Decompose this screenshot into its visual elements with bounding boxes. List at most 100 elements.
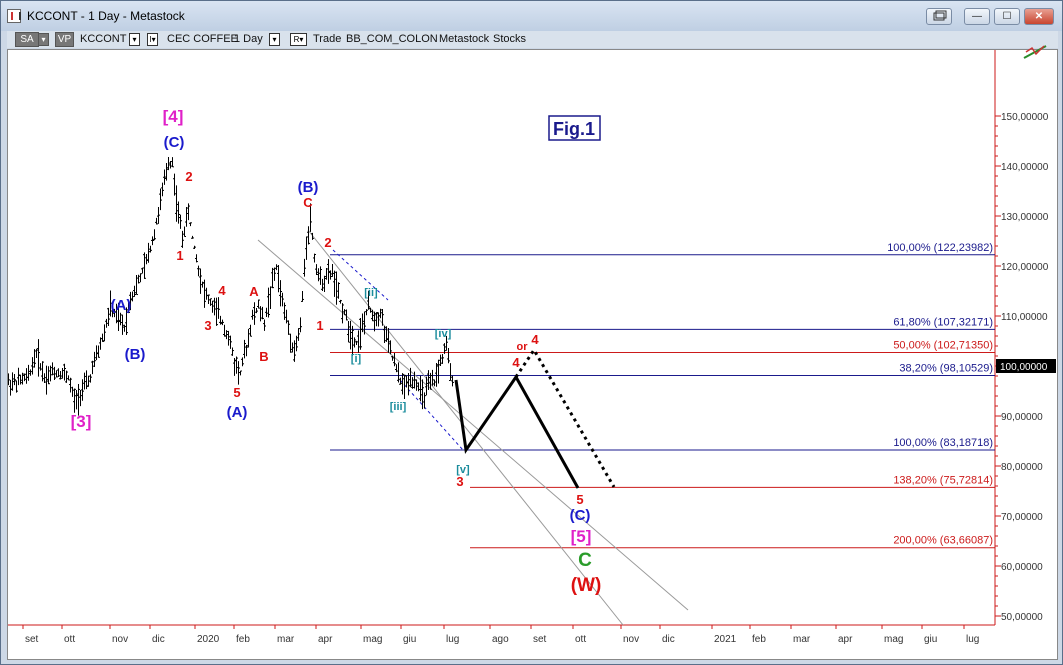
fib-level-label: 138,20% (75,72814)	[893, 474, 993, 486]
source-label: BB_COM_COLON	[346, 33, 438, 45]
wave-label: 1	[316, 318, 323, 333]
y-tick-label: 130,00000	[1001, 212, 1049, 223]
wave-label: B	[259, 349, 268, 364]
channel-line-lower	[307, 229, 624, 626]
x-tick-label: 2021	[714, 634, 737, 645]
fib-level-label: 61,80% (107,32171)	[893, 316, 993, 328]
maximize-button[interactable]: ☐	[994, 8, 1020, 25]
x-tick-label: ott	[575, 634, 586, 645]
wave-label: (W)	[571, 575, 602, 596]
metastock-app-icon[interactable]	[7, 9, 21, 23]
sa-button[interactable]: SA	[15, 32, 39, 47]
y-tick-label: 90,00000	[1001, 412, 1043, 423]
restore-icon	[933, 10, 947, 21]
window-title: KCCONT - 1 Day - Metastock	[27, 9, 185, 23]
indicator-dropdown-icon[interactable]: I▾	[147, 33, 158, 46]
x-tick-label: feb	[236, 634, 250, 645]
x-tick-label: lug	[446, 634, 459, 645]
minimize-button[interactable]: —	[964, 8, 990, 25]
x-tick-label: nov	[623, 634, 639, 645]
wave-label: [iv]	[435, 328, 452, 340]
fib-level-label: 50,00% (102,71350)	[893, 339, 993, 351]
wave-connector	[332, 249, 389, 301]
y-tick-label: 120,00000	[1001, 262, 1049, 273]
wave-label: [3]	[71, 412, 92, 431]
x-tick-label: 2020	[197, 634, 220, 645]
wave-label: 3	[456, 474, 463, 489]
x-tick-label: apr	[838, 634, 853, 645]
wave-label: C	[303, 195, 313, 210]
x-tick-label: lug	[966, 634, 979, 645]
fib-level-label: 100,00% (83,18718)	[893, 437, 993, 449]
r-dropdown-icon[interactable]: R▾	[290, 33, 307, 46]
vp-button[interactable]: VP	[55, 32, 74, 47]
wave-label: 5	[233, 385, 240, 400]
wave-label: (C)	[570, 507, 591, 524]
x-tick-label: apr	[318, 634, 333, 645]
wave-label: [4]	[163, 107, 184, 126]
wave-label: 4	[512, 355, 520, 370]
wave-label: or	[517, 341, 529, 353]
y-tick-label: 80,00000	[1001, 462, 1043, 473]
symbol-description: CEC COFFEE	[167, 33, 238, 45]
current-price-label: 100,00000	[1000, 362, 1048, 373]
wave-label: C	[578, 550, 592, 571]
x-tick-label: mar	[277, 634, 295, 645]
current-price-marker	[996, 359, 1056, 373]
y-tick-label: 150,00000	[1001, 112, 1049, 123]
wave-label: (A)	[227, 404, 248, 421]
figure-label-box	[548, 115, 601, 141]
wave-label: (C)	[164, 134, 185, 151]
wave-label: 2	[324, 235, 331, 250]
symbol-label[interactable]: KCCONT	[80, 33, 127, 45]
restore-chart-button[interactable]	[926, 8, 952, 25]
x-tick-label: set	[25, 634, 39, 645]
x-tick-label: ott	[64, 634, 75, 645]
figure-label: Fig.1	[553, 119, 595, 139]
app-label: Metastock	[439, 33, 490, 45]
x-tick-label: mag	[363, 634, 382, 645]
chart-canvas[interactable]: 150,00000140,00000130,00000120,00000110,…	[8, 50, 1057, 659]
fib-level-label: 38,20% (98,10529)	[899, 362, 993, 374]
close-button[interactable]: ✕	[1024, 8, 1054, 25]
sa-dropdown-icon[interactable]: ▾	[38, 33, 49, 46]
wave-label: 1	[176, 248, 183, 263]
type-label: Stocks	[493, 33, 527, 45]
title-bar[interactable]: KCCONT - 1 Day - Metastock — ☐ ✕	[1, 1, 1062, 31]
wave-label: [i]	[351, 353, 362, 365]
wave-label: (B)	[125, 346, 146, 363]
y-tick-label: 110,00000	[1001, 312, 1048, 323]
wave-connector	[399, 379, 464, 451]
wave-label: 5	[576, 492, 583, 507]
projection-path-solid	[454, 374, 580, 489]
wave-label: 4	[218, 283, 226, 298]
y-tick-label: 140,00000	[1001, 162, 1049, 173]
wave-label: [ii]	[364, 287, 378, 299]
period-label[interactable]: 1 Day	[234, 33, 263, 45]
period-dropdown-icon[interactable]: ▾	[269, 33, 280, 46]
y-tick-label: 70,00000	[1001, 512, 1043, 523]
wave-label: 4	[531, 332, 539, 347]
price-chart[interactable]: 150,00000 140,00000 130,00000 120,00000 110,…	[7, 49, 1058, 660]
wave-label: 2	[185, 169, 192, 184]
x-tick-label: giu	[403, 634, 416, 645]
y-tick-label: 60,00000	[1001, 562, 1043, 573]
x-tick-label: giu	[924, 634, 937, 645]
y-tick-label: 50,00000	[1001, 612, 1043, 623]
drawing-tools-icon[interactable]	[1022, 42, 1048, 60]
wave-label: [v]	[456, 464, 470, 476]
wave-label: (B)	[298, 179, 319, 196]
x-tick-label: mag	[884, 634, 903, 645]
x-tick-label: ago	[492, 634, 509, 645]
x-tick-label: dic	[152, 634, 165, 645]
x-tick-label: feb	[752, 634, 766, 645]
wave-label: [iii]	[390, 401, 407, 413]
wave-label: 3	[204, 318, 211, 333]
wave-label: A	[249, 284, 259, 299]
fib-level-label: 100,00% (122,23982)	[887, 242, 993, 254]
fib-level-label: 200,00% (63,66087)	[893, 535, 993, 547]
mode-label: Trade	[313, 33, 342, 45]
x-tick-label: dic	[662, 634, 675, 645]
symbol-dropdown-icon[interactable]: ▾	[129, 33, 140, 46]
